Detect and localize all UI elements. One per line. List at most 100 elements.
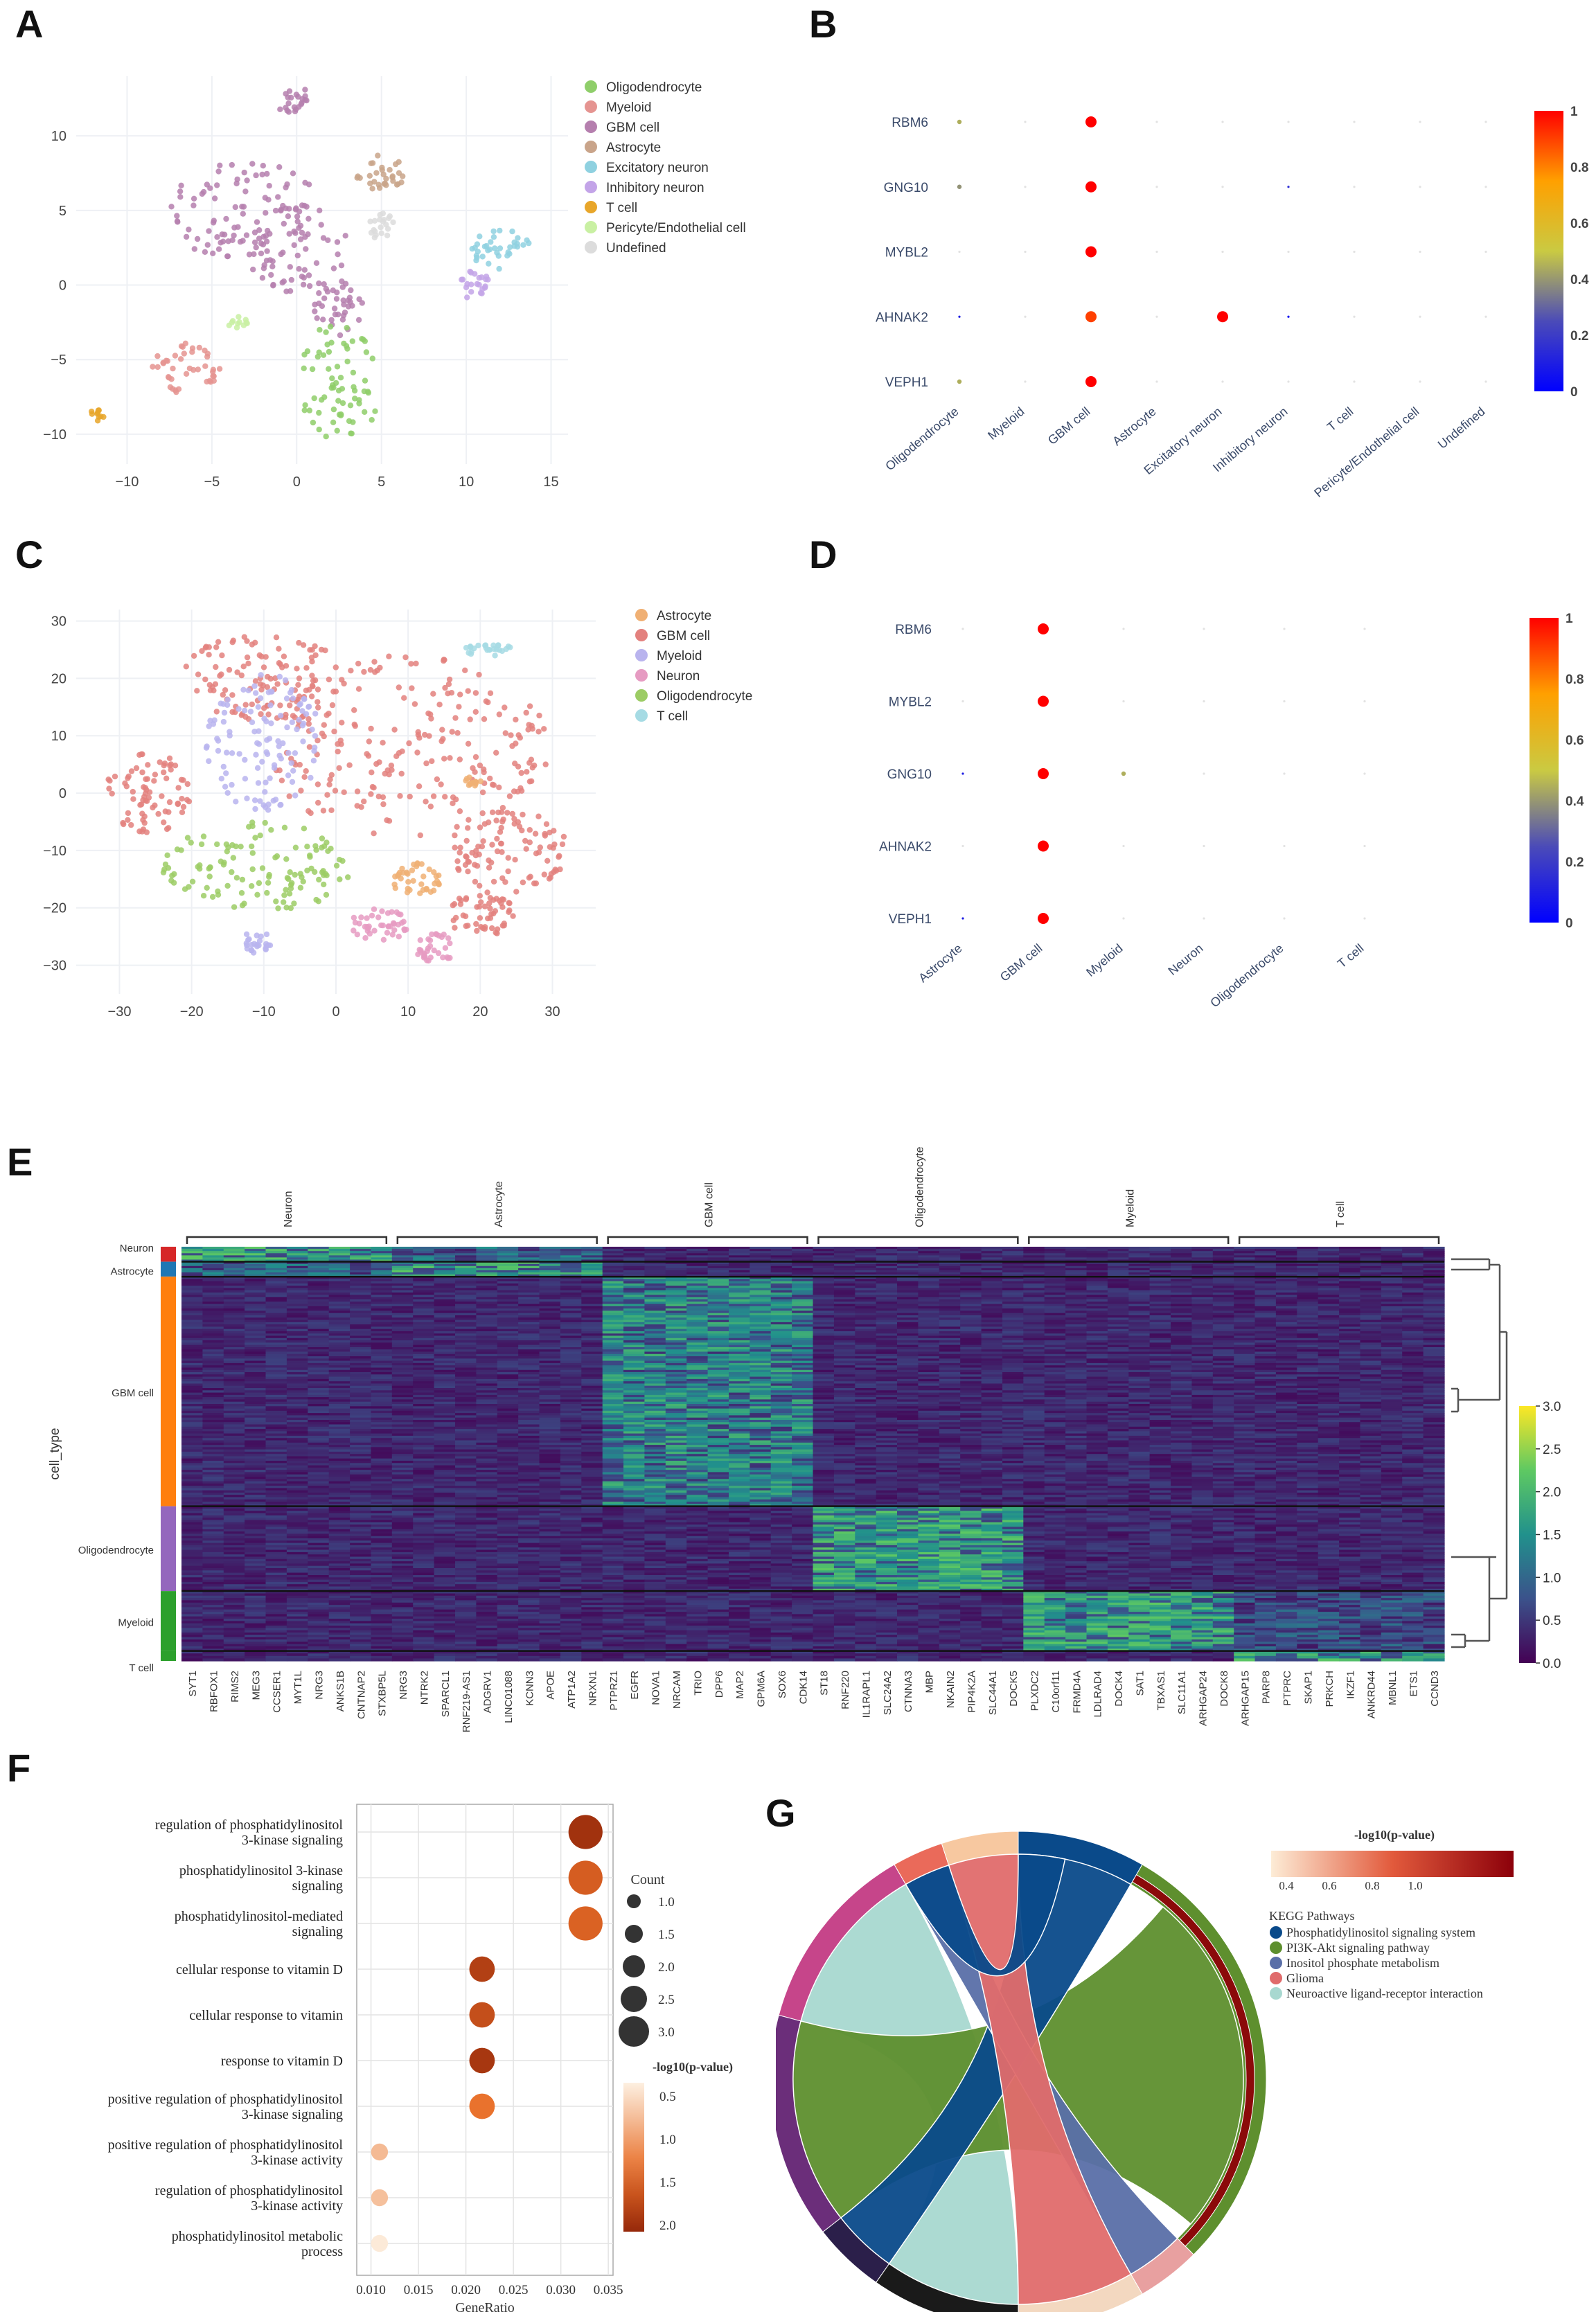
heatmap-cell	[476, 1317, 498, 1321]
heatmap-cell	[813, 1261, 835, 1265]
heatmap-cell	[644, 1342, 666, 1346]
heatmap-cell	[1086, 1263, 1108, 1267]
heatmap-cell	[1318, 1283, 1340, 1286]
heatmap-cell	[539, 1249, 561, 1252]
point-gbm-cell	[207, 185, 213, 191]
heatmap-cell	[539, 1292, 561, 1296]
heatmap-cell	[1423, 1304, 1445, 1307]
heatmap-cell	[729, 1333, 750, 1337]
heatmap-cell	[1107, 1274, 1129, 1277]
heatmap-cell	[1402, 1270, 1424, 1273]
heatmap-cell	[813, 1310, 835, 1314]
heatmap-cell	[1318, 1261, 1340, 1265]
heatmap-cell	[391, 1286, 414, 1289]
heatmap-cell	[350, 1272, 372, 1275]
heatmap-cell	[223, 1253, 245, 1256]
heatmap-cell	[1171, 1301, 1192, 1305]
heatmap-cell	[918, 1259, 940, 1263]
heatmap-cell	[1318, 1272, 1340, 1275]
heatmap-cell	[1002, 1335, 1024, 1339]
point-myeloid	[299, 708, 305, 714]
heatmap-cell	[181, 1292, 203, 1296]
heatmap-cell	[665, 1272, 687, 1275]
heatmap-cell	[918, 1281, 940, 1284]
heatmap-cell	[1107, 1281, 1129, 1284]
heatmap-cell	[455, 1290, 477, 1293]
heatmap-cell	[1171, 1261, 1192, 1265]
heatmap-cell	[855, 1308, 877, 1312]
heatmap-cell	[813, 1295, 835, 1298]
heatmap-cell	[602, 1272, 624, 1275]
point-myeloid	[312, 745, 318, 751]
heatmap-cell	[876, 1263, 898, 1267]
heatmap-cell	[308, 1317, 330, 1321]
heatmap-cell	[265, 1317, 287, 1321]
heatmap-cell	[1339, 1251, 1361, 1254]
heatmap-cell	[707, 1292, 729, 1296]
heatmap-cell	[1065, 1249, 1088, 1252]
heatmap-cell	[1107, 1322, 1129, 1325]
heatmap-cell	[1339, 1255, 1361, 1259]
heatmap-cell	[960, 1333, 982, 1337]
heatmap-cell	[623, 1268, 645, 1271]
heatmap-cell	[1107, 1331, 1129, 1334]
point-gbm-cell	[477, 824, 484, 830]
heatmap-cell	[1360, 1331, 1382, 1334]
heatmap-cell	[245, 1279, 267, 1282]
heatmap-cell	[960, 1317, 982, 1321]
heatmap-cell	[434, 1304, 456, 1307]
point-astrocyte	[417, 890, 423, 896]
heatmap-cell	[686, 1255, 709, 1259]
heatmap-cell	[1128, 1255, 1151, 1259]
heatmap-cell	[1339, 1270, 1361, 1273]
heatmap-cell	[202, 1253, 224, 1256]
heatmap-cell	[455, 1249, 477, 1252]
point-gbm-cell	[307, 647, 313, 653]
point-oligodendrocyte	[327, 323, 334, 330]
heatmap-cell	[833, 1277, 855, 1280]
heatmap-cell	[1339, 1328, 1361, 1332]
point-gbm-cell	[454, 824, 460, 830]
heatmap-cell	[623, 1288, 645, 1291]
point-gbm-cell	[481, 716, 488, 722]
heatmap-cell	[1065, 1268, 1088, 1271]
heatmap-cell	[539, 1272, 561, 1275]
heatmap-cell	[1086, 1308, 1108, 1312]
heatmap-cell	[1297, 1249, 1319, 1252]
heatmap-cell	[876, 1299, 898, 1302]
heatmap-cell	[1381, 1257, 1403, 1261]
heatmap-cell	[413, 1310, 435, 1314]
heatmap-cell	[1381, 1277, 1403, 1280]
heatmap-cell	[350, 1253, 372, 1256]
heatmap-cell	[328, 1286, 351, 1289]
heatmap-cell	[265, 1328, 287, 1332]
point-oligodendrocyte	[330, 382, 336, 389]
point-gbm-cell	[334, 239, 341, 245]
heatmap-cell	[1423, 1259, 1445, 1263]
heatmap-cell	[1044, 1268, 1066, 1271]
heatmap-cell	[1275, 1333, 1297, 1337]
heatmap-cell	[813, 1337, 835, 1341]
heatmap-cell	[455, 1259, 477, 1263]
heatmap-cell	[245, 1331, 267, 1334]
heatmap-cell	[1254, 1295, 1277, 1298]
dot-mybl2-neuron	[1203, 700, 1205, 703]
heatmap-cell	[1107, 1335, 1129, 1339]
heatmap-cell	[897, 1297, 919, 1300]
heatmap-cell	[855, 1337, 877, 1341]
heatmap-cell	[855, 1274, 877, 1277]
heatmap-cell	[1318, 1324, 1340, 1327]
heatmap-cell	[1360, 1292, 1382, 1296]
heatmap-cell	[707, 1251, 729, 1254]
point-gbm-cell	[361, 668, 367, 675]
heatmap-cell	[1086, 1274, 1108, 1277]
heatmap-cell	[1149, 1265, 1171, 1269]
heatmap-cell	[960, 1261, 982, 1265]
heatmap-cell	[897, 1308, 919, 1312]
point-gbm-cell	[195, 671, 202, 677]
heatmap-cell	[286, 1306, 308, 1309]
heatmap-cell	[265, 1335, 287, 1339]
heatmap-cell	[539, 1251, 561, 1254]
point-myeloid	[210, 721, 217, 727]
heatmap-cell	[1212, 1281, 1234, 1284]
